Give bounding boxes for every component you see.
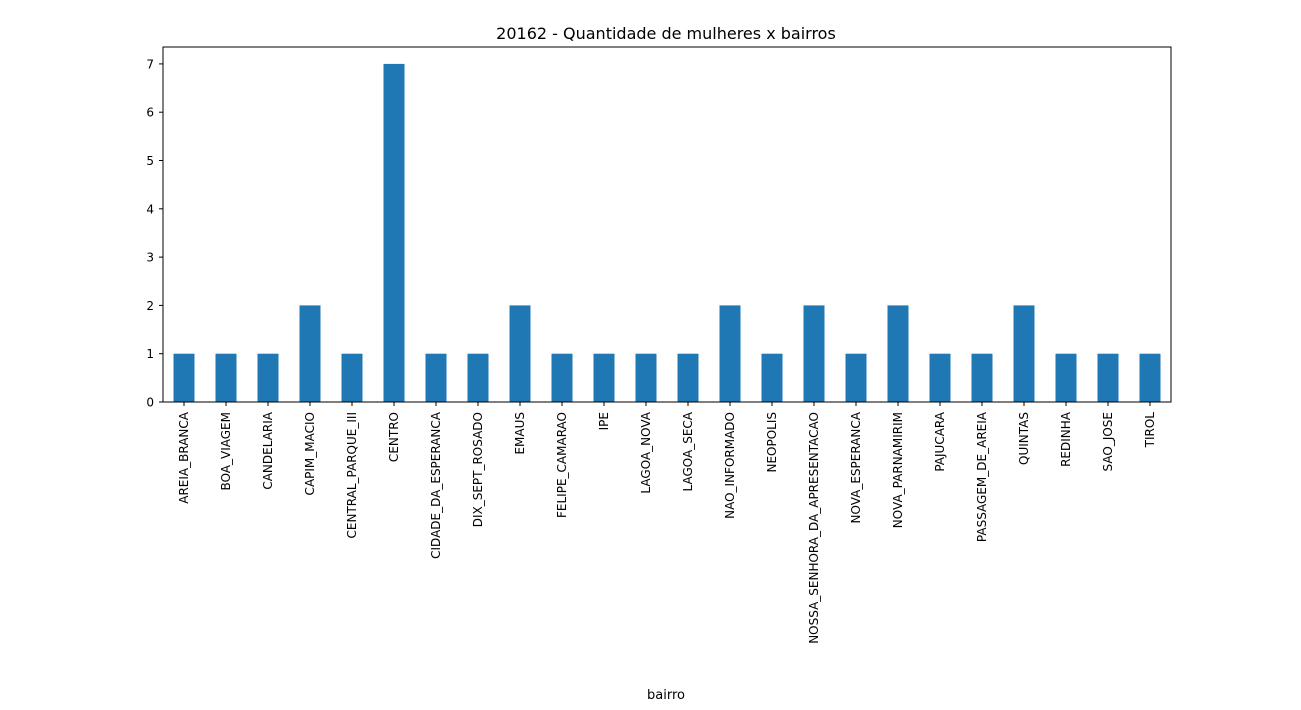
x-tick-label: PAJUCARA [933, 411, 947, 471]
x-tick-label: SAO_JOSE [1101, 412, 1115, 471]
x-axis-label: bairro [647, 688, 685, 703]
bar-cidade-da-esperanca [425, 353, 447, 402]
x-tick-label: REDINHA [1059, 411, 1073, 467]
y-axis-ticks: 0 1 2 3 4 5 6 7 [146, 57, 163, 410]
x-tick-label: TIROL [1143, 412, 1157, 449]
bar-lagoa-nova [635, 353, 657, 402]
x-tick-label: CENTRO [387, 412, 401, 462]
chart-title: 20162 - Quantidade de mulheres x bairros [496, 24, 836, 43]
x-tick-label: IPE [597, 412, 611, 430]
bar-centro [383, 63, 405, 403]
bar-nossa-senhora-da-apresentacao [803, 305, 825, 402]
x-tick-label: AREIA_BRANCA [177, 411, 191, 504]
x-tick-label: LAGOA_NOVA [639, 411, 653, 493]
bar-tirol [1139, 353, 1161, 402]
x-tick-label: NOVA_ESPERANCA [849, 411, 863, 523]
x-tick-label: CENTRAL_PARQUE_III [345, 412, 359, 538]
bar-lagoa-seca [677, 353, 699, 402]
bar-quintas [1013, 305, 1035, 402]
y-tick-label: 4 [146, 202, 154, 216]
x-tick-label: NOSSA_SENHORA_DA_APRESENTACAO [807, 412, 821, 644]
bar-ipe [593, 353, 615, 402]
x-tick-label: NEOPOLIS [765, 412, 779, 473]
x-tick-label: DIX_SEPT_ROSADO [471, 412, 485, 527]
bar-nova-esperanca [845, 353, 867, 402]
bar-emaus [509, 305, 531, 402]
bar-candelaria [257, 353, 279, 402]
bar-felipe-camarao [551, 353, 573, 402]
bars [173, 63, 1161, 403]
y-tick-label: 1 [146, 347, 154, 361]
x-tick-label: CANDELARIA [261, 411, 275, 489]
x-tick-label: BOA_VIAGEM [219, 412, 233, 490]
x-tick-label: QUINTAS [1017, 412, 1031, 465]
x-tick-label: NAO_INFORMADO [723, 412, 737, 519]
y-tick-label: 0 [146, 396, 154, 410]
x-tick-label: PASSAGEM_DE_AREIA [975, 411, 989, 542]
bar-boa-viagem [215, 353, 237, 402]
y-tick-label: 7 [146, 57, 154, 71]
x-tick-label: NOVA_PARNAMIRIM [891, 412, 905, 528]
x-tick-label: CIDADE_DA_ESPERANCA [429, 411, 443, 559]
x-tick-label: LAGOA_SECA [681, 411, 695, 491]
bar-capim-macio [299, 305, 321, 402]
bar-pajucara [929, 353, 951, 402]
bar-neopolis [761, 353, 783, 402]
y-tick-label: 5 [146, 154, 154, 168]
bar-redinha [1055, 353, 1077, 402]
bar-central-parque-iii [341, 353, 363, 402]
bar-areia-branca [173, 353, 195, 402]
bar-passagem-de-areia [971, 353, 993, 402]
x-tick-label: FELIPE_CAMARAO [555, 412, 569, 518]
bar-dix-sept-rosado [467, 353, 489, 402]
bar-nao-informado [719, 305, 741, 402]
bar-nova-parnamirim [887, 305, 909, 402]
y-tick-label: 3 [146, 251, 154, 265]
x-axis-ticks: AREIA_BRANCA BOA_VIAGEM CANDELARIA CAPIM_MA… [177, 402, 1157, 644]
bar-sao-jose [1097, 353, 1119, 402]
x-tick-label: EMAUS [513, 412, 527, 455]
y-tick-label: 6 [146, 106, 154, 120]
y-tick-label: 2 [146, 299, 154, 313]
x-tick-label: CAPIM_MACIO [303, 412, 317, 495]
plot-frame [162, 46, 1172, 403]
